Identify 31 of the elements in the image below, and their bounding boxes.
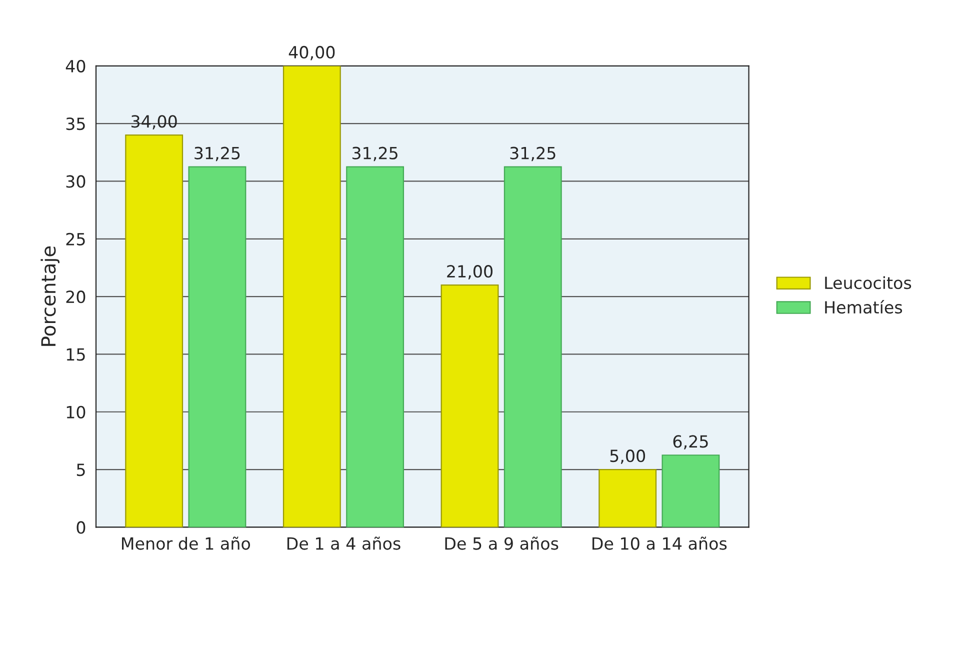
data-label: 31,25 <box>352 146 398 162</box>
y-tick-label: 30 <box>66 175 86 188</box>
y-axis-title: Porcentaje <box>40 246 60 346</box>
legend-label: Hematíes <box>825 300 902 314</box>
x-tick-label: De 5 a 9 años <box>445 536 558 550</box>
y-tick-label: 5 <box>76 464 85 476</box>
bar <box>346 166 404 528</box>
y-tick-label: 35 <box>66 118 85 130</box>
bar <box>598 468 657 528</box>
data-label: 40,00 <box>288 46 335 60</box>
y-tick-label: 25 <box>66 232 85 246</box>
data-label: 6,25 <box>673 435 708 450</box>
y-tick-label: 40 <box>66 60 86 72</box>
bar <box>282 66 341 528</box>
y-tick-label: 10 <box>66 406 86 418</box>
data-label: 5,00 <box>610 450 646 464</box>
x-tick-label: De 1 a 4 años <box>287 536 400 550</box>
legend-label: Leucocitos <box>825 276 912 290</box>
bar <box>662 454 720 528</box>
y-tick-label: 0 <box>76 521 86 534</box>
x-tick-label: Menor de 1 año <box>122 536 250 550</box>
data-label: 31,25 <box>194 146 240 162</box>
y-tick-label: 20 <box>66 290 86 304</box>
bar <box>504 166 562 528</box>
y-tick-label: 15 <box>66 348 85 361</box>
bar <box>125 134 184 528</box>
data-label: 21,00 <box>447 265 492 280</box>
x-tick-label: De 10 a 14 años <box>592 536 727 550</box>
data-label: 31,25 <box>510 146 556 162</box>
bar <box>188 166 246 528</box>
bar <box>440 284 499 528</box>
